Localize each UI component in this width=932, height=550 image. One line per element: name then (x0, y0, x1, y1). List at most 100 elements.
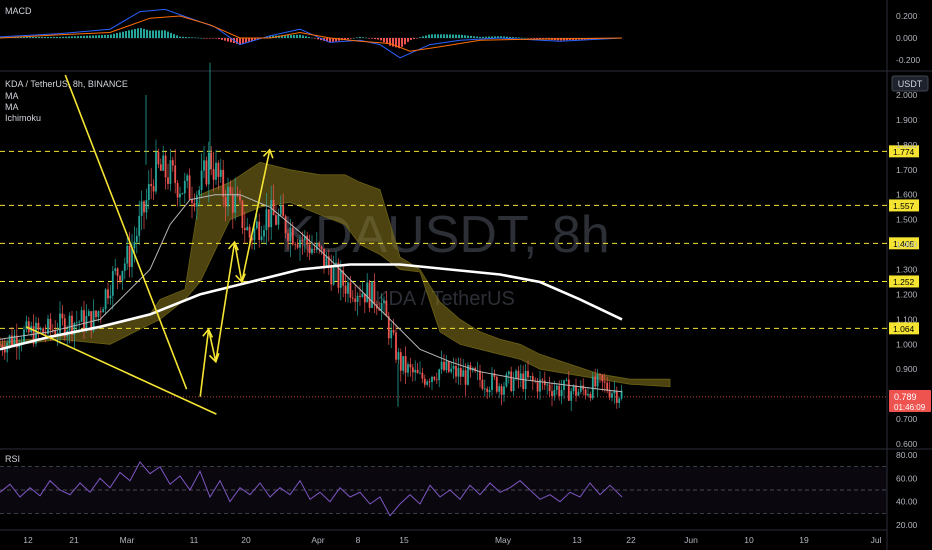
indicator-ma-1[interactable]: MA (5, 91, 19, 101)
candle-body (426, 381, 429, 385)
macd-histogram-bar (428, 34, 430, 38)
candle-body (611, 393, 613, 398)
candle-body (452, 365, 455, 369)
candle-body (332, 267, 335, 285)
candle-body (327, 256, 330, 267)
macd-histogram-bar (140, 28, 142, 38)
macd-histogram-bar (287, 35, 289, 38)
candle-body (107, 289, 109, 299)
level-label-2: 1.405 (893, 239, 915, 249)
macd-histogram-bar (503, 36, 505, 38)
candle-body (8, 335, 11, 343)
time-tick-label: 20 (241, 535, 251, 545)
signal-line (0, 15, 623, 52)
price-tick-label: 1.800 (896, 140, 918, 150)
macd-histogram-bar (437, 34, 439, 38)
macd-histogram-bar (62, 36, 64, 38)
candle-body (546, 384, 549, 386)
candle-body (368, 282, 371, 308)
level-label-0: 1.774 (893, 147, 915, 157)
candle-body (248, 226, 251, 238)
time-tick-label: May (495, 535, 512, 545)
candle-body (143, 201, 145, 213)
price-tick-label: 1.900 (896, 115, 918, 125)
candle-body (371, 281, 373, 308)
rsi-tick-label: 20.00 (896, 520, 918, 530)
time-tick-label: Jun (684, 535, 698, 545)
macd-title[interactable]: MACD (5, 6, 32, 16)
axes: 2.000 1.900 1.800 1.700 1.600 1.500 1.400 1.300… (23, 11, 920, 545)
candle-body (239, 195, 241, 201)
macd-histogram-bar (194, 37, 196, 39)
candle-body (131, 248, 133, 267)
candle-body (35, 322, 37, 344)
candle-body (95, 310, 97, 318)
candle-body (73, 322, 76, 335)
candle-body (445, 361, 448, 371)
macd-histogram-bar (527, 38, 529, 39)
candle-body (483, 388, 486, 390)
candle-body (159, 164, 162, 171)
macd-histogram-bar (176, 35, 178, 38)
macd-histogram-bar (446, 34, 448, 38)
candle-body (152, 186, 155, 192)
projection-arrowhead (262, 148, 274, 159)
candle-body (284, 216, 287, 234)
candle-body (428, 381, 431, 383)
macd-histogram-bar (185, 37, 187, 38)
currency-label: USDT (898, 79, 923, 89)
candle-body (359, 295, 361, 297)
candle-body (42, 328, 45, 334)
candle-body (147, 184, 150, 201)
macd-panel (0, 8, 623, 59)
macd-histogram-bar (320, 38, 322, 41)
macd-histogram-bar (359, 36, 361, 38)
time-tick-label: Mar (120, 535, 135, 545)
macd-histogram-bar (107, 34, 109, 38)
candle-body (462, 370, 465, 377)
symbol-title[interactable]: KDA / TetherUS, 8h, BINANCE (5, 79, 128, 89)
candle-body (402, 356, 405, 371)
candle-body (291, 227, 294, 245)
candle-body (18, 344, 21, 348)
candle-body (171, 160, 174, 166)
candle-body (303, 235, 306, 241)
macd-histogram-bar (530, 38, 532, 39)
candle-body (217, 162, 220, 177)
candle-body (488, 390, 491, 393)
candle-body (505, 374, 508, 387)
candle-body (224, 196, 227, 207)
macd-histogram-bar (497, 36, 499, 38)
candle-body (83, 310, 85, 330)
candle-body (287, 233, 289, 242)
resistance-levels: 1.774 1.557 1.405 1.252 1.064 (0, 145, 919, 398)
macd-histogram-bar (533, 38, 535, 39)
candle-body (383, 300, 385, 303)
candle-body (246, 226, 249, 231)
currency-button[interactable] (891, 75, 929, 92)
candle-body (464, 370, 467, 385)
macd-histogram-bar (104, 34, 106, 38)
level-label-3: 1.252 (893, 277, 915, 287)
macd-histogram-bar (179, 36, 181, 38)
candle-body (347, 282, 349, 294)
candle-body (380, 302, 383, 311)
macd-histogram-bar (209, 38, 211, 39)
indicator-ma-2[interactable]: MA (5, 102, 19, 112)
macd-histogram-bar (164, 30, 166, 38)
candle-body (565, 379, 568, 381)
rsi-title[interactable]: RSI (5, 454, 20, 464)
candle-body (419, 372, 421, 374)
macd-histogram-bar (344, 38, 346, 40)
candle-body (560, 390, 563, 397)
candle-body (39, 328, 42, 330)
price-tick-label: 1.700 (896, 165, 918, 175)
time-tick-label: Jul (871, 535, 882, 545)
macd-histogram-bar (350, 38, 352, 39)
indicator-ichimoku[interactable]: Ichimoku (5, 113, 41, 123)
candle-body (342, 270, 345, 286)
macd-histogram-bar (422, 36, 424, 38)
macd-histogram-bar (95, 35, 97, 38)
macd-histogram-bar (488, 36, 490, 38)
